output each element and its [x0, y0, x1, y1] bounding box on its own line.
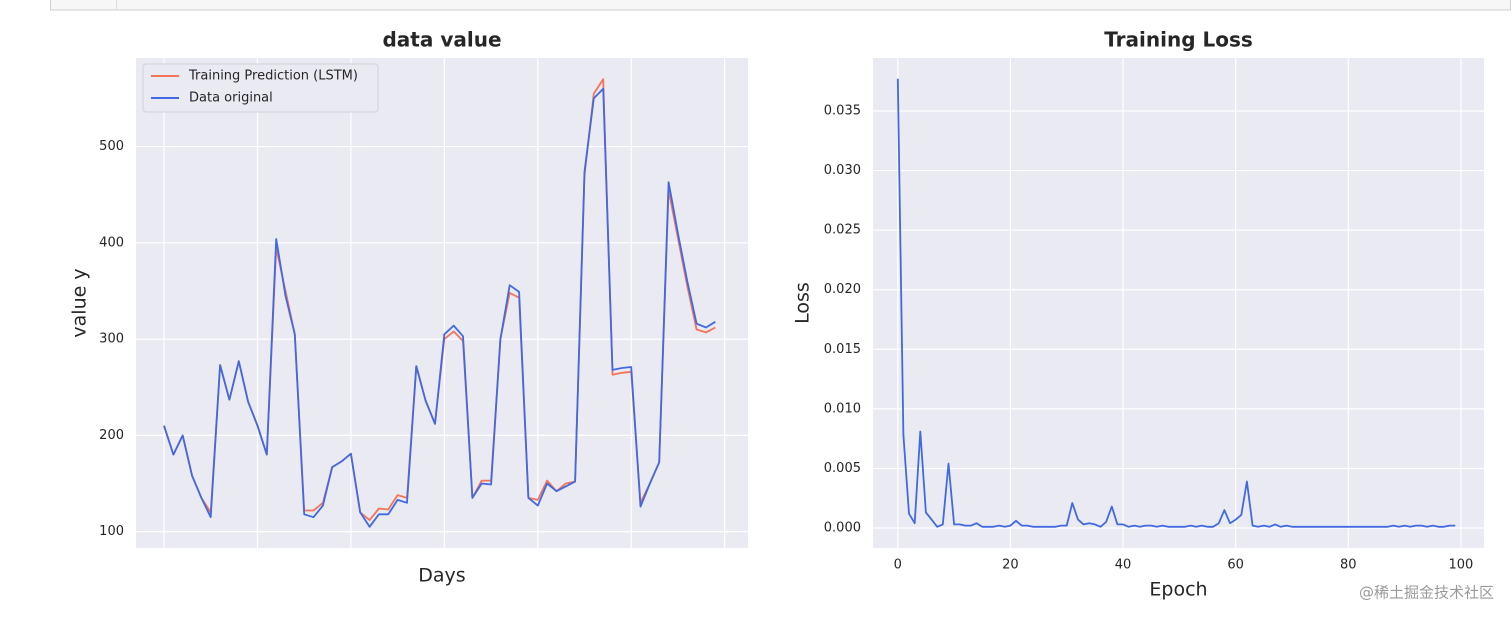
data-line	[896, 78, 1456, 528]
x-axis-label: Epoch	[1149, 579, 1207, 601]
data-line	[163, 87, 716, 528]
y-tick-label: 400	[99, 235, 124, 250]
watermark: @稀土掘金技术社区	[1359, 584, 1494, 602]
y-tick-label: 0.025	[824, 223, 861, 238]
y-tick-label: 200	[99, 428, 124, 443]
plot-area	[873, 58, 1484, 548]
x-tick-label: 100	[1448, 558, 1473, 573]
x-tick-label: 0	[894, 558, 902, 573]
y-tick-label: 0.020	[824, 282, 861, 297]
y-tick-label: 0.000	[824, 520, 861, 535]
plot-area	[136, 58, 748, 548]
y-axis-label: value y	[69, 268, 91, 337]
x-tick-label: 60	[1227, 558, 1244, 573]
y-tick-label: 0.035	[824, 104, 861, 119]
chart-title: data value	[382, 28, 501, 52]
chart-title: Training Loss	[1104, 28, 1253, 52]
x-axis-label: Days	[418, 565, 465, 587]
y-axis-label: Loss	[792, 282, 814, 324]
y-tick-label: 0.005	[824, 461, 861, 476]
y-tick-label: 300	[99, 332, 124, 347]
legend-label: Training Prediction (LSTM)	[188, 69, 358, 84]
y-tick-label: 0.015	[824, 342, 861, 357]
y-tick-label: 100	[99, 524, 124, 539]
y-tick-label: 0.030	[824, 163, 861, 178]
x-tick-label: 20	[1002, 558, 1019, 573]
y-tick-label: 500	[99, 139, 124, 154]
x-tick-label: 40	[1115, 558, 1132, 573]
legend-box	[142, 63, 379, 113]
x-tick-label: 80	[1340, 558, 1357, 573]
y-tick-label: 0.010	[824, 401, 861, 416]
legend-label: Data original	[189, 91, 273, 106]
input-cell	[50, 0, 1511, 11]
